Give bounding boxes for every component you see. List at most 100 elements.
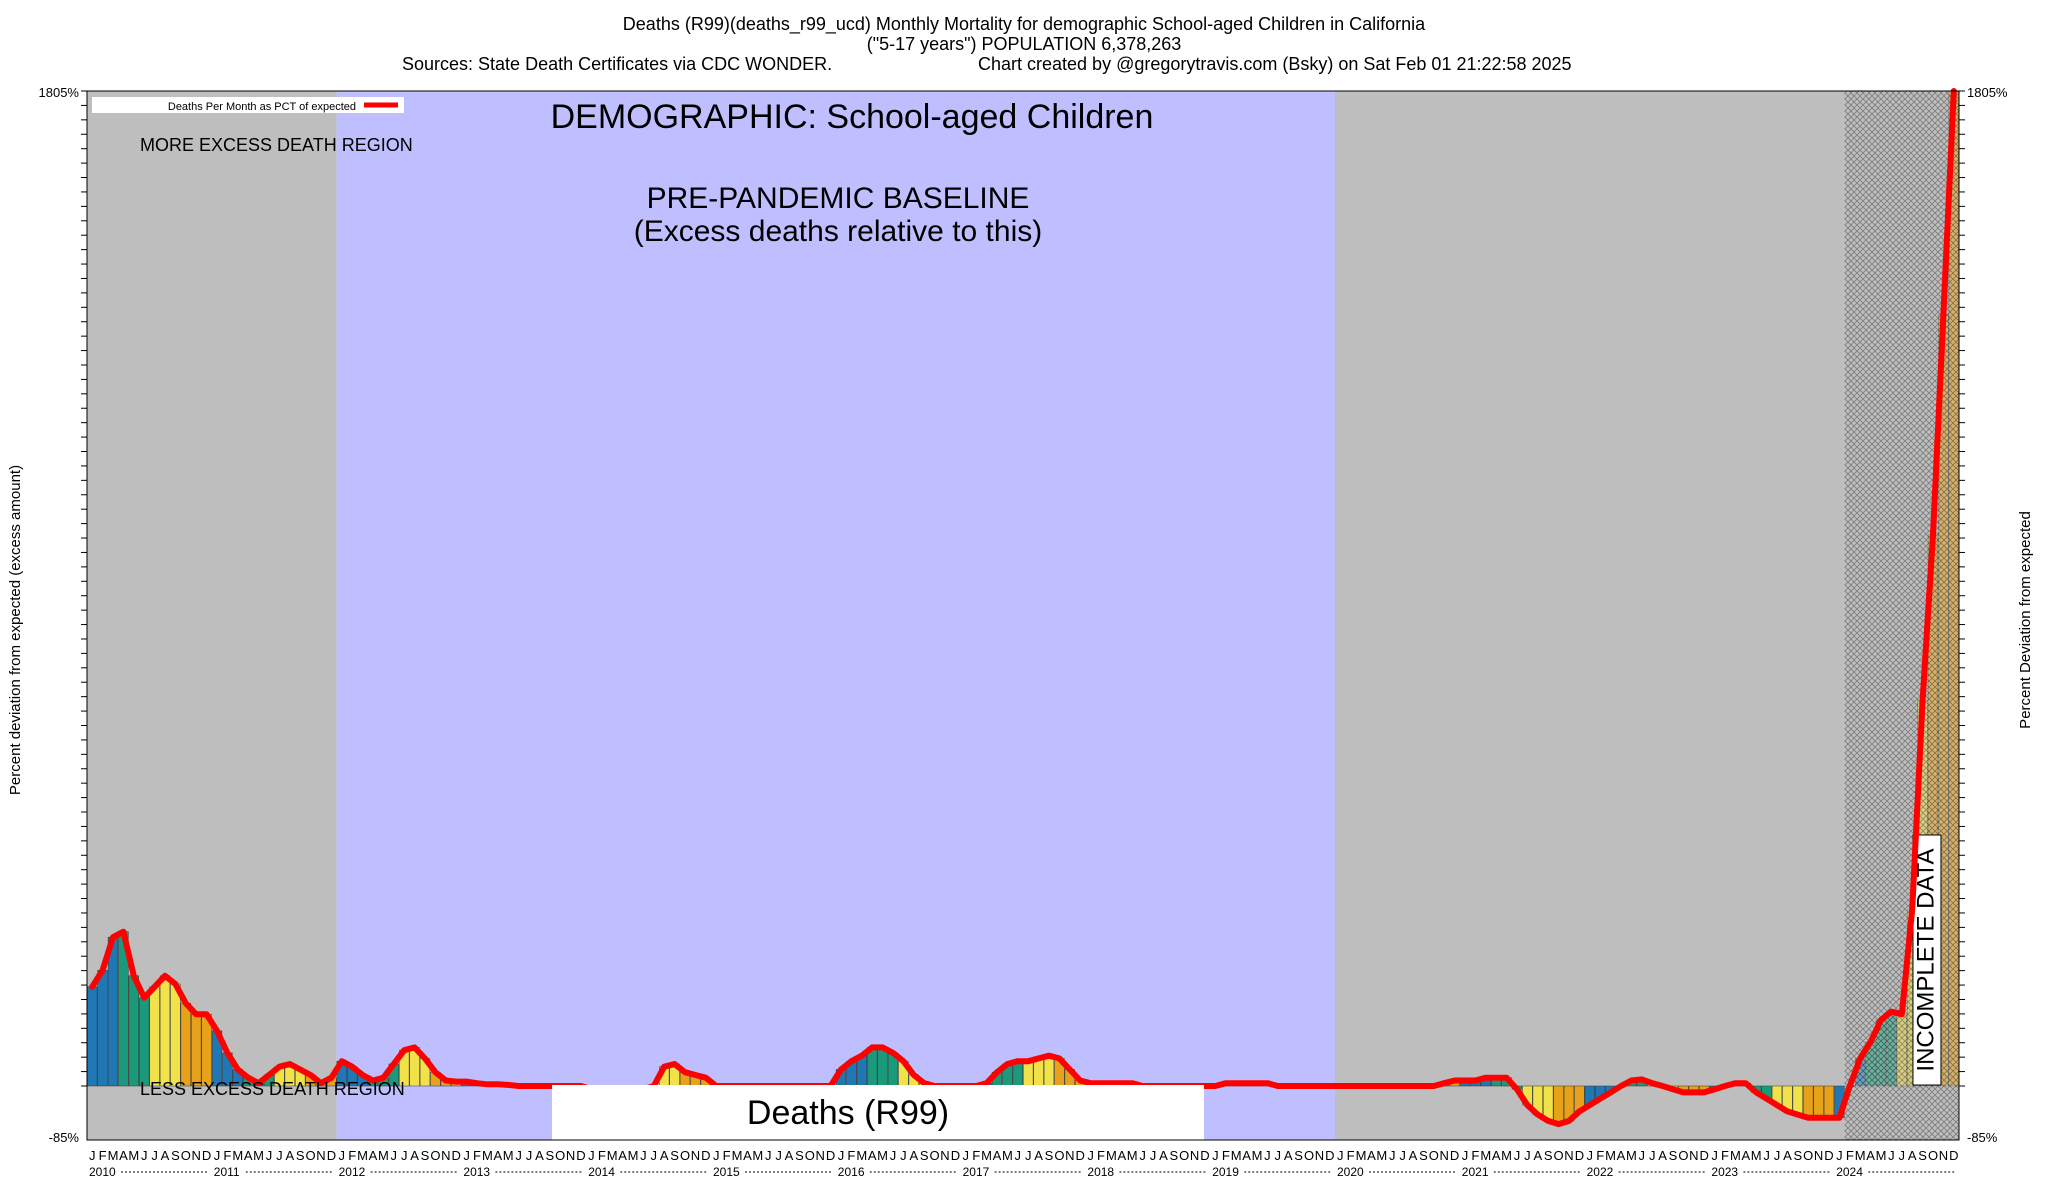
x-tick-month: F <box>1596 1148 1604 1163</box>
x-tick-month: J <box>713 1148 720 1163</box>
x-tick-month: N <box>816 1148 825 1163</box>
x-tick-month: J <box>526 1148 533 1163</box>
x-tick-month: F <box>1347 1148 1355 1163</box>
x-tick-month: A <box>1159 1148 1168 1163</box>
x-tick-month: J <box>1264 1148 1271 1163</box>
x-tick-month: J <box>463 1148 470 1163</box>
x-tick-month: F <box>99 1148 107 1163</box>
more-excess-label: MORE EXCESS DEATH REGION <box>140 135 413 155</box>
x-tick-month: N <box>1190 1148 1199 1163</box>
x-tick-month: A <box>909 1148 918 1163</box>
bar <box>1033 1058 1044 1087</box>
x-tick-month: J <box>141 1148 148 1163</box>
legend-label: Deaths Per Month as PCT of expected <box>168 101 356 113</box>
x-tick-month: J <box>1015 1148 1022 1163</box>
x-tick-month: J <box>1275 1148 1282 1163</box>
x-tick-month: A <box>1117 1148 1126 1163</box>
x-tick-month: A <box>618 1148 627 1163</box>
x-tick-month: N <box>691 1148 700 1163</box>
x-tick-month: M <box>1002 1148 1013 1163</box>
x-tick-year: 2010 <box>89 1165 116 1179</box>
x-tick-month: N <box>192 1148 201 1163</box>
x-tick-month: D <box>951 1148 960 1163</box>
x-tick-month: J <box>1649 1148 1656 1163</box>
bar <box>1043 1055 1055 1087</box>
bar <box>149 986 160 1087</box>
x-tick-month: S <box>1419 1148 1428 1163</box>
bar <box>180 1003 191 1087</box>
x-tick-month: J <box>651 1148 658 1163</box>
x-tick-month: M <box>856 1148 867 1163</box>
x-tick-year: 2020 <box>1337 1165 1364 1179</box>
x-tick-month: D <box>1700 1148 1709 1163</box>
x-tick-month: O <box>181 1148 191 1163</box>
x-tick-month: J <box>963 1148 970 1163</box>
x-tick-month: D <box>1575 1148 1584 1163</box>
x-tick-month: O <box>1554 1148 1564 1163</box>
x-tick-month: J <box>1087 1148 1094 1163</box>
x-tick-month: J <box>276 1148 283 1163</box>
x-tick-month: M <box>1501 1148 1512 1163</box>
x-tick-month: F <box>1846 1148 1854 1163</box>
x-tick-month: A <box>1783 1148 1792 1163</box>
bar <box>107 936 119 1087</box>
x-tick-month: M <box>1356 1148 1367 1163</box>
x-tick-month: F <box>1721 1148 1729 1163</box>
x-tick-month: M <box>108 1148 119 1163</box>
x-tick-year: 2023 <box>1711 1165 1738 1179</box>
x-tick-month: D <box>1076 1148 1085 1163</box>
x-tick-month: S <box>296 1148 305 1163</box>
x-tick-month: F <box>1471 1148 1479 1163</box>
x-tick-month: N <box>1939 1148 1948 1163</box>
x-tick-month: O <box>1928 1148 1938 1163</box>
legend-box <box>92 97 404 113</box>
x-tick-month: A <box>1617 1148 1626 1163</box>
plot-frame <box>86 90 1960 1141</box>
x-tick-month: A <box>868 1148 877 1163</box>
x-tick-month: D <box>1200 1148 1209 1163</box>
x-tick-month: J <box>1389 1148 1396 1163</box>
x-tick-month: S <box>545 1148 554 1163</box>
x-tick-month: J <box>1899 1148 1906 1163</box>
x-tick-month: O <box>805 1148 815 1163</box>
x-tick-month: A <box>285 1148 294 1163</box>
x-tick-month: J <box>1212 1148 1219 1163</box>
x-tick-month: D <box>202 1148 211 1163</box>
x-tick-month: J <box>151 1148 158 1163</box>
x-tick-year: 2013 <box>463 1165 490 1179</box>
x-tick-month: D <box>1325 1148 1334 1163</box>
x-tick-month: A <box>119 1148 128 1163</box>
x-tick-month: A <box>410 1148 419 1163</box>
bar <box>170 983 181 1087</box>
bar <box>87 986 98 1087</box>
x-tick-month: J <box>765 1148 772 1163</box>
x-tick-month: J <box>900 1148 907 1163</box>
x-tick-month: O <box>555 1148 565 1163</box>
series-line <box>89 88 1957 1128</box>
x-tick-month: J <box>640 1148 647 1163</box>
x-tick-month: J <box>89 1148 96 1163</box>
y-tick-label-min: -85% <box>49 1130 80 1145</box>
x-tick-month: F <box>1097 1148 1105 1163</box>
y-tick-label-max: 1805% <box>39 85 80 100</box>
x-tick-month: A <box>1533 1148 1542 1163</box>
x-tick-month: J <box>266 1148 273 1163</box>
x-tick-month: O <box>930 1148 940 1163</box>
x-tick-year: 2021 <box>1462 1165 1489 1179</box>
x-tick-month: J <box>1836 1148 1843 1163</box>
bar <box>191 1014 202 1087</box>
x-tick-month: N <box>1564 1148 1573 1163</box>
y-tick-label-min-right: -85% <box>1967 1130 1998 1145</box>
chart-sources: Sources: State Death Certificates via CD… <box>402 54 833 74</box>
x-tick-month: A <box>1242 1148 1251 1163</box>
baseline-label-line2: (Excess deaths relative to this) <box>634 215 1043 248</box>
x-tick-month: J <box>1025 1148 1032 1163</box>
x-tick-month: F <box>223 1148 231 1163</box>
x-tick-month: M <box>1231 1148 1242 1163</box>
x-tick-month: N <box>1440 1148 1449 1163</box>
x-tick-month: A <box>493 1148 502 1163</box>
x-tick-month: A <box>1034 1148 1043 1163</box>
chart-title-line2: ("5-17 years") POPULATION 6,378,263 <box>866 34 1182 54</box>
bar <box>128 975 139 1087</box>
x-tick-month: O <box>306 1148 316 1163</box>
